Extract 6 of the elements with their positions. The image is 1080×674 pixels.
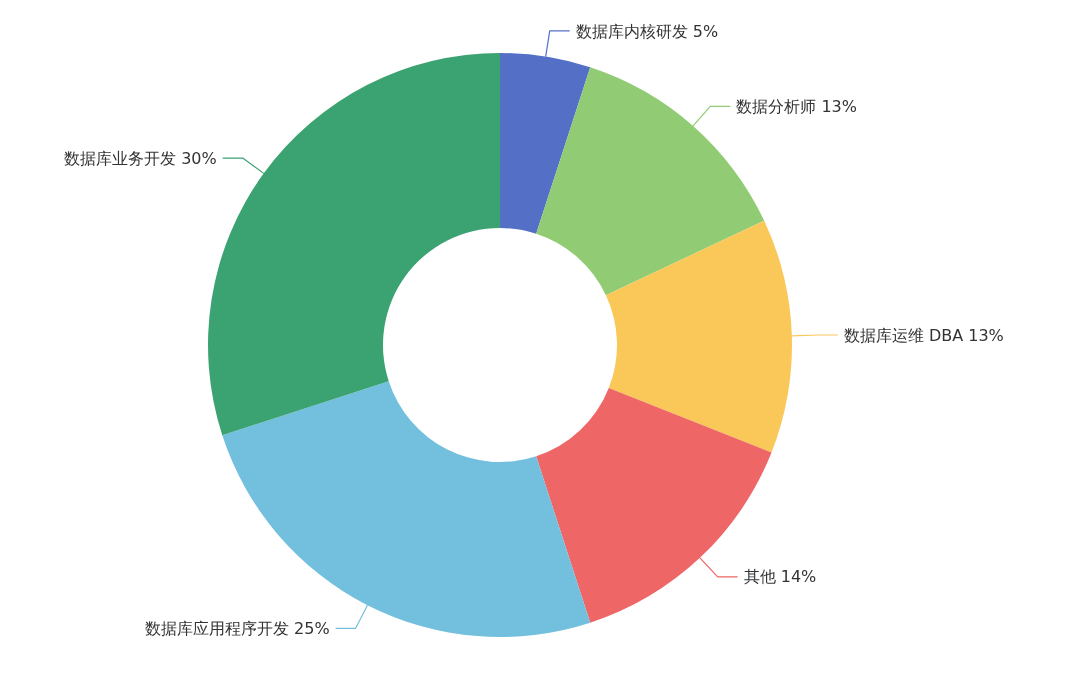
slice-label: 数据库运维 DBA 13% — [843, 325, 1004, 345]
slice-label: 数据库内核研发 5% — [575, 21, 719, 41]
slice-label: 其他 14% — [743, 567, 817, 587]
slice-label: 数据库业务开发 30% — [64, 148, 217, 168]
slice-label: 数据库应用程序开发 25% — [144, 618, 330, 638]
slice-label: 数据分析师 13% — [736, 97, 857, 117]
